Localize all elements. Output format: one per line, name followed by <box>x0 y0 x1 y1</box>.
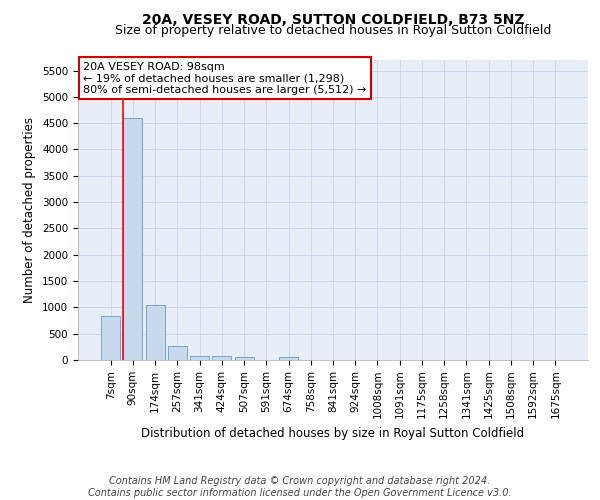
Bar <box>168 346 187 360</box>
Bar <box>212 356 231 360</box>
Bar <box>146 304 164 360</box>
Y-axis label: Number of detached properties: Number of detached properties <box>23 117 37 303</box>
Bar <box>101 316 120 360</box>
Text: Contains HM Land Registry data © Crown copyright and database right 2024.
Contai: Contains HM Land Registry data © Crown c… <box>88 476 512 498</box>
Bar <box>279 357 298 360</box>
X-axis label: Distribution of detached houses by size in Royal Sutton Coldfield: Distribution of detached houses by size … <box>142 427 524 440</box>
Bar <box>235 357 254 360</box>
Bar <box>124 118 142 360</box>
Bar <box>190 356 209 360</box>
Text: 20A VESEY ROAD: 98sqm
← 19% of detached houses are smaller (1,298)
80% of semi-d: 20A VESEY ROAD: 98sqm ← 19% of detached … <box>83 62 367 94</box>
Text: Size of property relative to detached houses in Royal Sutton Coldfield: Size of property relative to detached ho… <box>115 24 551 37</box>
Text: 20A, VESEY ROAD, SUTTON COLDFIELD, B73 5NZ: 20A, VESEY ROAD, SUTTON COLDFIELD, B73 5… <box>142 12 524 26</box>
